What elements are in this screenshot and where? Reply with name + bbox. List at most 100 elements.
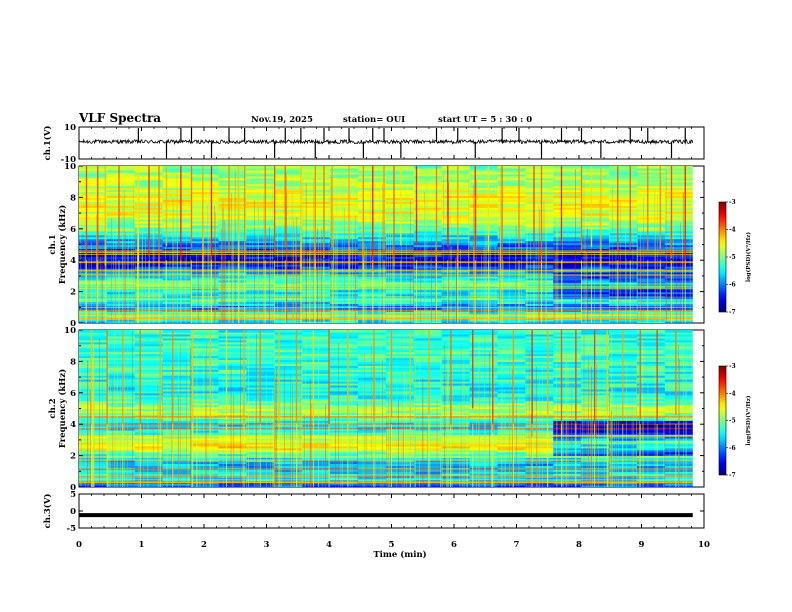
- spectrogram-cell: [525, 375, 554, 378]
- spectrogram-cell: [469, 420, 499, 423]
- spectrogram-cell: [246, 222, 275, 226]
- spectrogram-cell: [525, 333, 554, 337]
- spectrogram-cell: [385, 205, 415, 208]
- spectrogram-cell: [413, 171, 443, 175]
- spectrogram-cell: [302, 185, 331, 189]
- spectrogram-cell: [274, 299, 303, 303]
- spectrogram-cell: [385, 252, 415, 255]
- spectrogram-cell: [581, 412, 610, 415]
- spectrogram-cell: [79, 268, 108, 271]
- spectrogram-cell: [385, 218, 415, 222]
- narrowband-line: [79, 310, 693, 312]
- spectrogram-cell: [609, 224, 638, 228]
- spectrogram-cell: [274, 213, 303, 216]
- spectrogram-cell: [246, 281, 275, 285]
- spectrogram-cell: [553, 295, 582, 299]
- spectrogram-cell: [274, 363, 303, 366]
- spectrogram-cell: [581, 390, 610, 394]
- spectrogram-cell: [274, 447, 303, 451]
- spectrogram-cell: [497, 420, 526, 423]
- spectrogram-cell: [525, 199, 554, 202]
- spectrogram-cell: [581, 275, 610, 279]
- narrowband-line: [79, 456, 693, 458]
- spectrogram-cell: [274, 183, 303, 187]
- spectrogram-cell: [218, 224, 247, 228]
- spectrogram-cell: [441, 343, 471, 347]
- spectrogram-cell: [302, 428, 331, 431]
- spectrogram-cell: [636, 297, 666, 301]
- spectrogram-cell: [79, 183, 108, 187]
- spectrogram-cell: [609, 187, 638, 191]
- spectrogram-cell: [636, 365, 666, 368]
- narrowband-line: [79, 474, 693, 476]
- spectrogram-cell: [106, 377, 136, 380]
- spectrogram-cell: [190, 220, 220, 224]
- spectrogram-cell: [664, 311, 693, 314]
- spectrogram-cell: [413, 187, 443, 191]
- spectrogram-cell: [441, 337, 471, 341]
- spectrogram-cell: [162, 400, 192, 404]
- spectrogram-cell: [553, 483, 582, 486]
- spectrogram-cell: [553, 353, 582, 357]
- spectrogram-cell: [636, 357, 666, 361]
- spectrogram-cell: [274, 203, 303, 206]
- spectrogram-cell: [190, 177, 220, 181]
- spectrogram-cell: [664, 291, 693, 295]
- spectrogram-cell: [441, 371, 471, 374]
- spectrogram-cell: [190, 183, 220, 187]
- spectrogram-cell: [106, 252, 136, 255]
- spectrogram-cell: [469, 369, 499, 372]
- spectrogram-cell: [357, 339, 387, 343]
- spectrogram-cell: [79, 195, 108, 198]
- spectrogram-cell: [664, 279, 693, 283]
- spectrogram-cell: [330, 382, 359, 386]
- spectrogram-cell: [413, 341, 443, 345]
- spectrogram-cell: [581, 382, 610, 386]
- spectrogram-cell: [664, 315, 693, 318]
- spectrogram-cell: [246, 252, 275, 255]
- spectrogram-cell: [218, 341, 247, 345]
- spectrogram-cell: [190, 185, 220, 189]
- spectrogram-cell: [274, 428, 303, 431]
- spectrogram-cell: [190, 430, 220, 433]
- spectrogram-cell: [441, 193, 471, 197]
- spectrogram-cell: [218, 205, 247, 208]
- spectrogram-cell: [441, 171, 471, 175]
- spectrogram-cell: [664, 195, 693, 198]
- spectrogram-cell: [609, 189, 638, 193]
- spectrogram-cell: [581, 414, 610, 417]
- spectrogram-cell: [497, 418, 526, 421]
- spectrogram-cell: [664, 224, 693, 228]
- spectrogram-cell: [302, 392, 331, 396]
- spectrogram-cell: [553, 333, 582, 337]
- spectrogram-cell: [106, 277, 136, 281]
- spectrogram-cell: [246, 242, 275, 246]
- spectrogram-cell: [134, 347, 164, 351]
- spectrogram-cell: [357, 291, 387, 295]
- spectrogram-cell: [162, 459, 192, 463]
- spectrogram-cell: [385, 398, 415, 402]
- spectrogram-cell: [636, 256, 666, 259]
- spectrogram-cell: [553, 339, 582, 343]
- spectrogram-cell: [302, 408, 331, 412]
- spectrogram-cell: [106, 211, 136, 214]
- spectrogram-cell: [218, 238, 247, 242]
- spectrogram-cell: [609, 234, 638, 238]
- spectrogram-cell: [497, 398, 526, 402]
- spectrogram-cell: [553, 414, 582, 417]
- spectrogram-cell: [385, 386, 415, 390]
- spectrogram-cell: [106, 485, 136, 487]
- spectrogram-cell: [553, 246, 582, 250]
- spectrogram-cell: [497, 220, 526, 224]
- spectrogram-cell: [497, 400, 526, 404]
- spectrogram-cell: [190, 483, 220, 486]
- colorbar-label: log(PSD)(V²/Hz): [745, 395, 752, 445]
- spectrogram-cell: [553, 453, 582, 457]
- spectrogram-cell: [609, 207, 638, 210]
- spectrogram-cell: [134, 428, 164, 431]
- spectrogram-cell: [302, 367, 331, 370]
- spectrogram-cell: [469, 386, 499, 390]
- spectrogram-cell: [441, 451, 471, 455]
- spectrogram-cell: [330, 430, 359, 433]
- spectrogram-cell: [581, 321, 610, 323]
